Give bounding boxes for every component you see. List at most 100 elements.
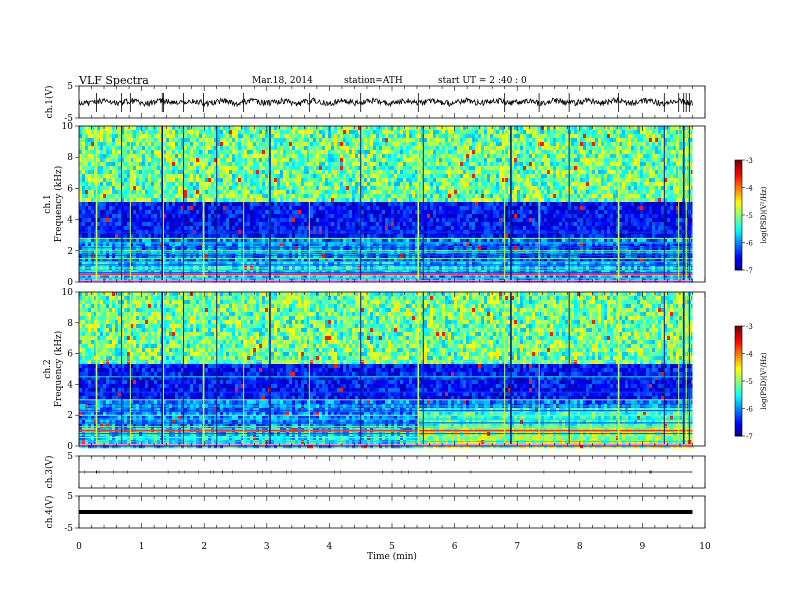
ch1-spec-cell xyxy=(223,138,227,143)
ch1-spec-cell xyxy=(373,130,377,135)
ch1-spec-cell xyxy=(106,150,110,155)
ch1-spec-cell xyxy=(145,214,149,219)
ch1-spec-cell xyxy=(397,170,401,175)
ch1-spec-cell xyxy=(184,142,188,147)
ch1-spec-cell xyxy=(154,194,158,199)
ch1-spec-cell xyxy=(193,262,197,267)
ch1-spec-cell xyxy=(241,170,245,175)
ch1-spec-cell xyxy=(352,206,356,211)
ch1-spec-cell xyxy=(121,254,125,259)
ch1-spec-cell xyxy=(274,166,278,171)
ch1-spec-cell xyxy=(313,218,317,223)
ch1-spec-cell xyxy=(127,162,131,167)
ch1-spec-cell xyxy=(307,154,311,159)
ch1-spec-cell xyxy=(205,158,209,163)
ch1-spec-cell xyxy=(148,174,152,179)
ch1-spec-cell xyxy=(220,170,224,175)
ch1-spec-cell xyxy=(292,274,296,279)
ch1-spec-cell xyxy=(334,150,338,155)
ch1-spec-cell xyxy=(412,202,416,207)
ch1-spec-cell xyxy=(220,210,224,215)
ch1-spec-cell xyxy=(253,158,257,163)
ch1-spec-cell xyxy=(130,206,134,211)
ch1-spec-cell xyxy=(214,174,218,179)
ch1-spec-cell xyxy=(403,154,407,159)
ch1-spec-cell xyxy=(193,206,197,211)
ch1-spec-cell xyxy=(247,182,251,187)
ch1-spec-cell xyxy=(280,234,284,239)
ch1-spec-cell xyxy=(166,206,170,211)
ch1-spec-cell xyxy=(412,210,416,215)
ch1-spec-cell xyxy=(298,234,302,239)
ch1-spec-cell xyxy=(292,138,296,143)
ch1-spec-cell xyxy=(328,226,332,231)
ch1-spec-cell xyxy=(418,222,422,227)
ch1-spec-cell xyxy=(352,238,356,243)
ch1-spec-cell xyxy=(451,218,455,223)
ch1-spec-cell xyxy=(319,186,323,191)
ch1-spec-cell xyxy=(229,218,233,223)
ch1-spec-cell xyxy=(319,190,323,195)
ch1-spec-cell xyxy=(163,150,167,155)
ch1-spec-cell xyxy=(385,154,389,159)
ch1-spec-cell xyxy=(154,158,158,163)
ch1-spec-cell xyxy=(223,126,227,131)
ch1-spec-cell xyxy=(424,194,428,199)
ch1-spec-cell xyxy=(376,190,380,195)
ch1-spec-cell xyxy=(124,138,128,143)
ch1-spec-cell xyxy=(205,190,209,195)
ch1-spec-cell xyxy=(118,178,122,183)
ch1-spec-cell xyxy=(313,174,317,179)
ch1-spec-cell xyxy=(136,146,140,151)
ch1-spec-cell xyxy=(256,254,260,259)
ch1-spec-cell xyxy=(319,130,323,135)
ch1-spec-cell xyxy=(253,154,257,159)
ch1-spec-cell xyxy=(301,226,305,231)
ch1-spec-cell xyxy=(325,158,329,163)
ch1-spec-cell xyxy=(292,150,296,155)
ch1-spec-cell xyxy=(370,154,374,159)
ch1-spec-cell xyxy=(397,234,401,239)
ch1-spec-cell xyxy=(235,182,239,187)
ch1-spec-cell xyxy=(97,274,101,279)
ch1-spec-cell xyxy=(331,138,335,143)
ch1-spec-cell xyxy=(436,190,440,195)
ch1-spec-cell xyxy=(391,262,395,267)
ch1-spec-cell xyxy=(172,214,176,219)
ch1-spec-cell xyxy=(190,262,194,267)
ch1-spec-cell xyxy=(217,146,221,151)
ch1-spec-cell xyxy=(379,190,383,195)
ch1-spec-cell xyxy=(145,210,149,215)
ch1-spec-cell xyxy=(442,126,446,131)
ch1-spec-cell xyxy=(289,222,293,227)
ch1-spec-cell xyxy=(166,210,170,215)
ch1-spec-cell xyxy=(259,150,263,155)
ch1-spec-cell xyxy=(109,214,113,219)
ch1-spec-cell xyxy=(292,234,296,239)
ch1-spec-cell xyxy=(304,182,308,187)
ch1-spec-cell xyxy=(85,210,89,215)
ch1-spec-cell xyxy=(442,142,446,147)
ch1-spec-cell xyxy=(205,166,209,171)
ch1-spec-cell xyxy=(133,142,137,147)
ch1-spec-cell xyxy=(196,258,200,263)
ch1-spec-cell xyxy=(274,170,278,175)
ch1-spec-cell xyxy=(325,186,329,191)
ch1-spec-cell xyxy=(136,186,140,191)
ch1-spec-cell xyxy=(289,126,293,131)
ch1-spec-cell xyxy=(439,150,443,155)
ch1-spec-cell xyxy=(172,142,176,147)
ch1-spec-cell xyxy=(409,174,413,179)
ch1-spec-cell xyxy=(205,146,209,151)
ch1-spec-cell xyxy=(172,158,176,163)
ch1-spec-cell xyxy=(88,258,92,263)
ch1-spec-cell xyxy=(280,154,284,159)
ch1-spec-cell xyxy=(307,238,311,243)
ch1-spec-cell xyxy=(439,222,443,227)
ch1-spec-cell xyxy=(436,258,440,263)
ch1-spec-cell xyxy=(274,234,278,239)
ch1-spec-cell xyxy=(115,238,119,243)
ch1-spec-cell xyxy=(385,166,389,171)
ch1-spec-cell xyxy=(223,178,227,183)
ch1-spec-cell xyxy=(343,238,347,243)
